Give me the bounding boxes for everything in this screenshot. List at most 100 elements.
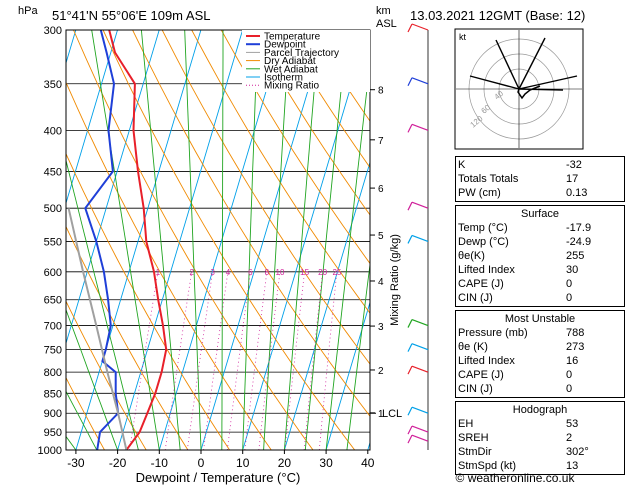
wet-adiabat-line [91,30,160,450]
isotherm-line [325,300,370,450]
stmspd-label: StmSpd (kt) [458,460,517,472]
unstable-box: Most Unstable Pressure (mb) 788 θe (K) 273… [455,310,625,398]
hodograph-wind-vector [469,75,520,90]
wind-barb-flag [407,201,413,211]
pressure-tick-label: 350 [44,79,62,91]
pressure-tick-label: 500 [44,203,62,215]
surface-dewp-value: -24.9 [566,236,592,248]
km-tick-label: 4 [378,277,384,288]
isotherm-line [117,30,244,450]
legend-background [242,30,370,92]
wind-barb-flag [407,434,413,444]
indices-box: K -32 Totals Totals 17 PW (cm) 0.13 [455,156,625,202]
unstable-cin-label: CIN (J) [458,383,493,395]
pressure-tick-label: 850 [44,388,62,400]
unstable-cape-value: 0 [566,369,573,381]
surface-cin-label: CIN (J) [458,292,493,304]
stmspd-row: StmSpd (kt) 13 [458,459,622,473]
legend-label: Dewpoint [264,40,306,51]
wet-adiabat-line [346,261,370,450]
dry-adiabat-line [102,30,356,450]
wind-barb-flag [407,425,413,435]
unstable-cin-value: 0 [566,383,573,395]
unstable-pres-label: Pressure (mb) [458,327,528,339]
sreh-value: 2 [566,432,573,444]
x-axis-label: Dewpoint / Temperature (°C) [136,470,301,485]
wind-barb [411,234,429,243]
temp-tick-label: 30 [319,456,333,470]
legend-label: Parcel Trajectory [264,48,339,59]
wind-barb [411,434,429,442]
unstable-theta-label: θe (K) [458,341,488,353]
mixing-ratio-label: 20 [318,268,327,277]
k-row: K -32 [458,158,622,172]
wet-adiabat-line [66,308,119,450]
surface-box: Surface Temp (°C) -17.9 Dewp (°C) -24.9 θe… [455,205,625,307]
k-value: -32 [566,159,582,171]
surface-temp-row: Temp (°C) -17.9 [458,221,622,235]
surface-dewp-row: Dewp (°C) -24.9 [458,235,622,249]
p-unit-label: hPa [18,5,38,17]
mixing-ratio-label: 2 [189,268,194,277]
surface-theta-label: θe(K) [458,250,485,262]
surface-cape-row: CAPE (J) 0 [458,277,622,291]
wet-adiabat-line [66,435,77,450]
wind-barb [411,425,429,433]
legend-label: Mixing Ratio [264,81,319,92]
pressure-tick-label: 600 [44,267,62,279]
wind-barb-flag [407,365,413,375]
hodograph-wind-vector [495,39,520,90]
wind-barb [411,123,429,131]
surface-theta-row: θe(K) 255 [458,249,622,263]
temp-tick-label: 40 [361,456,375,470]
surface-cape-value: 0 [566,278,573,290]
mixing-ratio-line [318,271,338,450]
legend-label: Wet Adiabat [264,64,318,75]
stmdir-row: StmDir 302° [458,445,622,459]
hodograph-box: Hodograph EH 53 SREH 2 StmDir 302° StmSpd (… [455,401,625,475]
pressure-tick-label: 400 [44,125,62,137]
mixing-ratio-label: 25 [332,268,341,277]
mixing-ratio-label: 15 [300,268,309,277]
k-label: K [458,159,466,171]
pressure-tick-label: 950 [44,427,62,439]
tt-label: Totals Totals [458,173,519,185]
hodograph-wind-vector [518,75,578,90]
surface-li-row: Lifted Index 30 [458,263,622,277]
sreh-label: SREH [458,432,489,444]
wind-barb [411,406,429,414]
dry-adiabat-line [220,30,370,265]
stmdir-label: StmDir [458,446,492,458]
wind-barb-flag [407,124,413,133]
pw-row: PW (cm) 0.13 [458,186,622,200]
unstable-cin-row: CIN (J) 0 [458,382,622,396]
wet-adiabat-line [283,30,320,450]
surface-li-value: 30 [566,264,579,276]
pressure-tick-label: 750 [44,345,62,357]
mixing-ratio-axis-label: Mixing Ratio (g/kg) [389,234,401,326]
wind-barb-flag [407,77,413,87]
temperature-line [108,30,168,450]
wet-adiabat-line [242,30,259,450]
temp-tick-label: -30 [67,456,85,470]
stmspd-value: 13 [566,460,579,472]
wet-adiabat-line [184,30,202,450]
mixing-ratio-label: 3 [210,268,215,277]
dry-adiabat-line [66,81,272,450]
dry-adiabat-line [250,30,370,216]
wind-barb-flag [407,23,413,33]
legend-label: Temperature [264,32,321,43]
eh-row: EH 53 [458,417,622,431]
location-title: 51°41'N 55°06'E 109m ASL [52,8,210,23]
mixing-ratio-label: 10 [276,268,285,277]
mixing-ratio-line [284,271,305,450]
pressure-tick-label: 450 [44,166,62,178]
dry-adiabat-line [280,30,370,169]
km-tick-label: 5 [378,231,384,242]
surface-cape-label: CAPE (J) [458,278,504,290]
km-tick-label: 1 [378,409,384,420]
surface-title: Surface [521,208,559,220]
sreh-row: SREH 2 [458,431,622,445]
